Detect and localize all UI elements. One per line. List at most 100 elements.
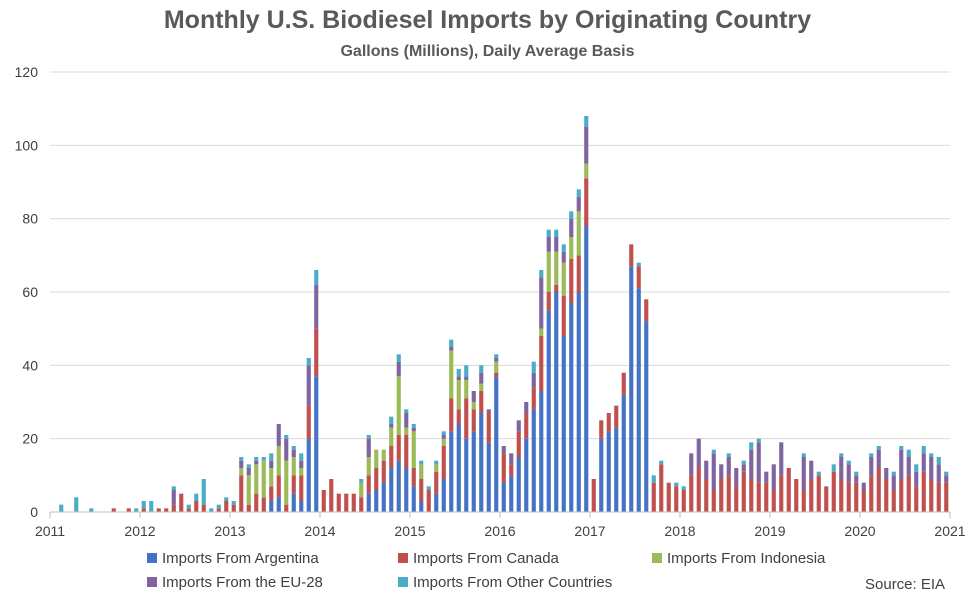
bar-segment-canada (554, 284, 559, 292)
bar-segment-canada (186, 508, 191, 512)
bar-segment-other (246, 464, 251, 468)
axes: 0 20 40 60 80 100 120 2011 2012 2013 2014 2015 2016 2… (15, 64, 966, 539)
bar-segment-canada (651, 482, 656, 512)
bar-segment-indonesia (561, 262, 566, 296)
bar-segment-canada (861, 490, 866, 512)
legend-swatch (652, 553, 662, 563)
bar-segment-canada (539, 336, 544, 391)
y-tick-label: 60 (22, 284, 38, 300)
y-tick-label: 40 (22, 357, 38, 373)
bar-segment-canada (546, 292, 551, 311)
bar-segment-eu-28 (726, 457, 731, 476)
bar-segment-argentina (629, 266, 634, 512)
bar-segment-eu-28 (914, 471, 919, 487)
bar-segment-argentina (479, 413, 484, 512)
x-tick-label: 2013 (214, 523, 245, 539)
bar-segment-eu-28 (516, 420, 521, 432)
bar-segment-eu-28 (171, 490, 176, 505)
bar-segment-indonesia (359, 482, 364, 498)
bar-segment-canada (171, 504, 176, 512)
bar-segment-argentina (614, 427, 619, 512)
bar-segment-canada (636, 266, 641, 289)
bar-segment-argentina (411, 486, 416, 512)
bar-segment-argentina (396, 460, 401, 512)
bar-segment-other (839, 453, 844, 457)
bar-segment-other (366, 435, 371, 439)
bar-segment-other (449, 339, 454, 347)
bar-segment-argentina (366, 493, 371, 512)
y-tick-label: 100 (15, 137, 39, 153)
bar-segment-canada (816, 475, 821, 512)
bar-segment-eu-28 (719, 464, 724, 479)
bar-segment-other (389, 416, 394, 424)
bar-segment-other (831, 464, 836, 472)
bar-segment-other (149, 501, 154, 512)
bar-segment-canada (764, 482, 769, 512)
bar-segment-eu-28 (531, 372, 536, 388)
bar-segment-canada (524, 413, 529, 439)
bar-segment-canada (404, 435, 409, 468)
bar-segment-other (936, 457, 941, 465)
bar-segment-argentina (456, 424, 461, 512)
x-tick-label: 2011 (35, 523, 65, 539)
bar-segment-eu-28 (396, 361, 401, 377)
bar-segment-indonesia (539, 328, 544, 336)
bar-segment-canada (359, 497, 364, 512)
bar-segment-other (914, 464, 919, 472)
bar-segment-canada (389, 446, 394, 468)
bar-segment-eu-28 (404, 413, 409, 428)
bar-segment-canada (164, 508, 169, 512)
bar-segment-argentina (471, 431, 476, 512)
bar-segment-canada (944, 482, 949, 512)
bar-segment-eu-28 (554, 237, 559, 252)
bar-segment-argentina (389, 468, 394, 512)
bar-segment-eu-28 (944, 475, 949, 483)
bar-segment-eu-28 (366, 438, 371, 457)
bar-segment-other (554, 229, 559, 237)
bar-segment-other (891, 471, 896, 476)
bar-segment-canada (276, 475, 281, 498)
bar-segment-canada (216, 508, 221, 512)
bar-segment-canada (779, 475, 784, 512)
bar-segment-canada (704, 479, 709, 512)
bar-segment-argentina (486, 442, 491, 512)
legend-label: Imports From Other Countries (413, 574, 612, 591)
bar-segment-canada (914, 486, 919, 512)
bar-segment-other (681, 486, 686, 490)
bar-segment-argentina (516, 457, 521, 512)
chart-subtitle: Gallons (Millions), Daily Average Basis (340, 43, 635, 60)
bar-segment-other (419, 460, 424, 465)
bar-segment-other (299, 453, 304, 461)
bar-segment-eu-28 (246, 468, 251, 476)
bar-segment-eu-28 (921, 453, 926, 472)
bar-segment-eu-28 (861, 482, 866, 490)
bar-segment-other (899, 446, 904, 450)
bar-segment-canada (846, 482, 851, 512)
bar-segment-argentina (569, 303, 574, 512)
y-tick-label: 20 (22, 431, 38, 447)
bar-segment-canada (681, 490, 686, 512)
bar-segment-canada (891, 490, 896, 512)
bar-segment-other (261, 457, 266, 461)
bar-segment-canada (374, 468, 379, 490)
source-note: Source: EIA (865, 576, 946, 593)
legend-swatch (147, 553, 157, 563)
bar-segment-canada (756, 482, 761, 512)
bar-segment-other (239, 457, 244, 461)
bar-segment-canada (921, 471, 926, 512)
bar-segment-other (186, 504, 191, 509)
legend-label: Imports From Canada (413, 550, 560, 567)
bar-segment-indonesia (246, 475, 251, 505)
bar-segment-other (456, 369, 461, 377)
bar-segment-canada (561, 295, 566, 336)
bar-segment-other (756, 438, 761, 443)
bar-segment-canada (569, 259, 574, 303)
bar-segment-argentina (381, 482, 386, 512)
bar-segment-eu-28 (696, 438, 701, 468)
bar-segment-eu-28 (569, 218, 574, 237)
bar-segment-indonesia (366, 457, 371, 476)
bar-segment-other (74, 497, 79, 512)
bar-segment-argentina (306, 438, 311, 512)
bar-segment-eu-28 (689, 453, 694, 476)
